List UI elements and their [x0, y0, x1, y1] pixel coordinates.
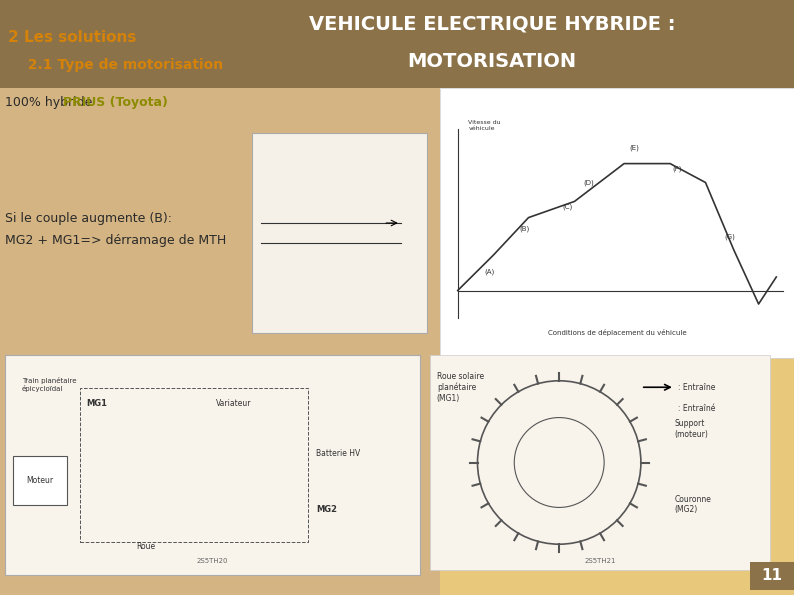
Bar: [430, 355, 770, 570]
Text: (F): (F): [673, 166, 682, 172]
Text: 2S5TH21: 2S5TH21: [584, 558, 616, 563]
Text: Moteur: Moteur: [27, 476, 54, 485]
Text: : Entraîné: : Entraîné: [678, 404, 715, 414]
Text: PRIUS (Toyota): PRIUS (Toyota): [63, 96, 168, 109]
Text: Roue solaire
planétaire
(MG1): Roue solaire planétaire (MG1): [437, 372, 484, 403]
Bar: [252, 133, 427, 333]
Bar: [13, 456, 67, 505]
Text: VEHICULE ELECTRIQUE HYBRIDE :: VEHICULE ELECTRIQUE HYBRIDE :: [309, 15, 676, 34]
Bar: [79, 388, 308, 542]
Text: MG2 + MG1=> dérramage de MTH: MG2 + MG1=> dérramage de MTH: [5, 234, 226, 247]
Bar: [0, 0, 794, 88]
Text: Batterie HV: Batterie HV: [316, 449, 360, 459]
Text: 2 Les solutions: 2 Les solutions: [8, 30, 137, 45]
Text: 100% hybride: 100% hybride: [5, 96, 96, 109]
Text: (G): (G): [725, 233, 736, 240]
Text: Variateur: Variateur: [215, 399, 251, 408]
Text: Train planétaire
épicycloïdal: Train planétaire épicycloïdal: [21, 377, 76, 392]
Bar: [440, 358, 794, 595]
Text: Couronne
(MG2): Couronne (MG2): [675, 495, 711, 514]
Text: 2.1 Type de motorisation: 2.1 Type de motorisation: [18, 58, 223, 72]
Bar: [0, 88, 440, 595]
Text: MOTORISATION: MOTORISATION: [407, 52, 577, 71]
Text: Conditions de déplacement du véhicule: Conditions de déplacement du véhicule: [548, 330, 686, 336]
Text: MG2: MG2: [316, 505, 337, 513]
Text: Si le couple augmente (B):: Si le couple augmente (B):: [5, 212, 172, 225]
Text: MG1: MG1: [86, 399, 107, 408]
Text: : Entraîne: : Entraîne: [678, 383, 715, 392]
Text: 11: 11: [761, 568, 783, 584]
Bar: [440, 88, 794, 358]
Text: Vitesse du
véhicule: Vitesse du véhicule: [468, 120, 501, 131]
Bar: [5, 355, 420, 575]
Text: (C): (C): [562, 203, 572, 210]
Bar: [440, 88, 794, 358]
Text: Roue: Roue: [137, 542, 156, 551]
Text: (A): (A): [484, 268, 495, 275]
Text: Support
(moteur): Support (moteur): [675, 419, 709, 439]
Text: 2S5TH20: 2S5TH20: [197, 558, 228, 564]
Text: (D): (D): [584, 179, 594, 186]
Text: (B): (B): [520, 225, 530, 231]
Text: (E): (E): [630, 144, 640, 151]
Bar: [750, 562, 794, 590]
